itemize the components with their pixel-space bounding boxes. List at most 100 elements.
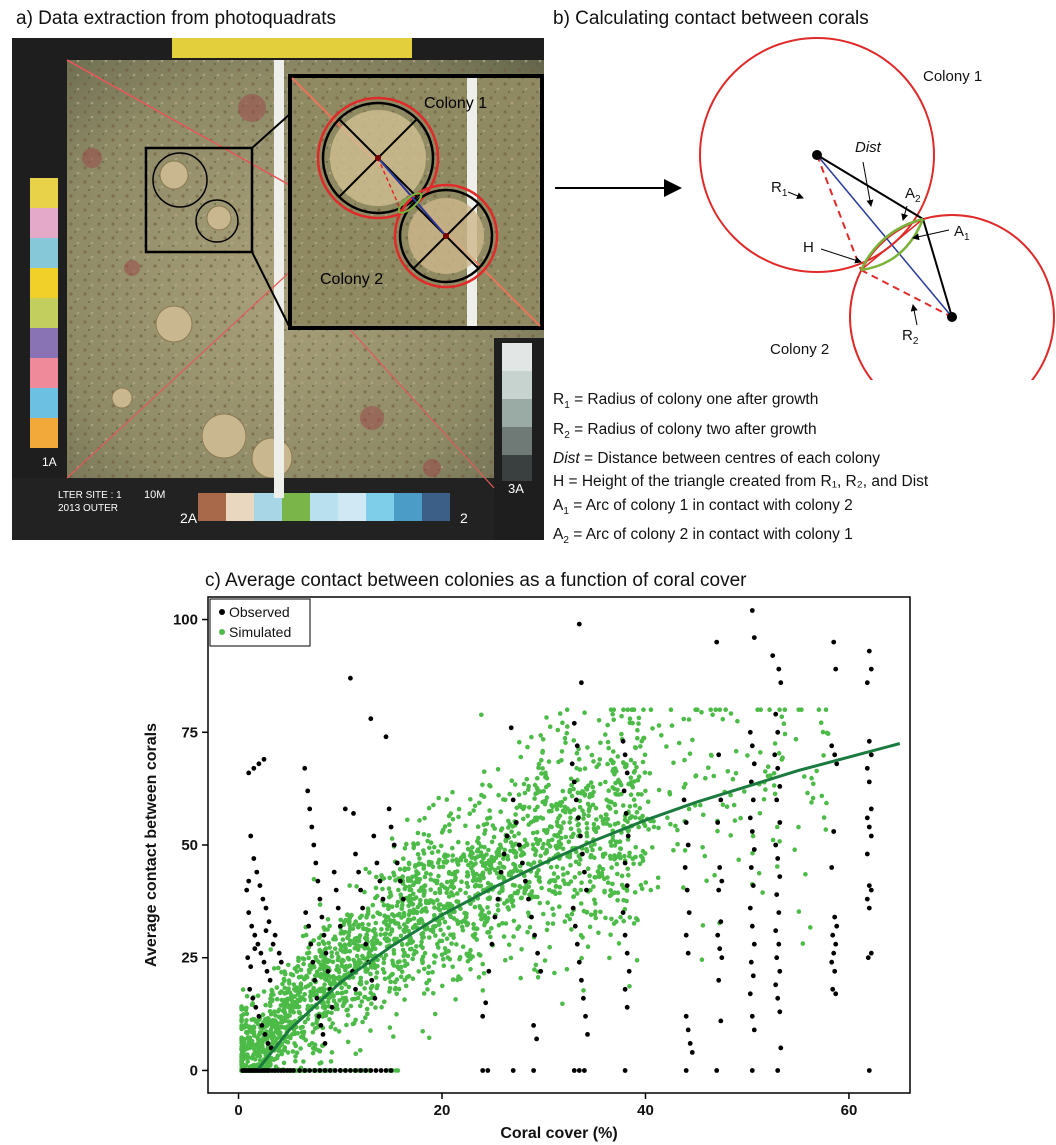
simulated-point: [589, 752, 595, 758]
simulated-point: [448, 932, 453, 937]
observed-point: [624, 950, 630, 956]
simulated-point: [350, 975, 356, 980]
simulated-point: [540, 748, 545, 754]
simulated-point: [509, 778, 515, 783]
inset-colony1: [321, 101, 435, 215]
observed-point: [263, 928, 269, 934]
simulated-point: [446, 925, 451, 930]
simulated-point: [295, 964, 300, 969]
simulated-point: [260, 1012, 266, 1017]
simulated-point: [294, 969, 300, 974]
simulated-point: [701, 812, 706, 818]
observed-point: [748, 779, 754, 785]
simulated-point: [310, 1050, 316, 1056]
simulated-point: [659, 733, 664, 738]
simulated-point: [646, 827, 651, 832]
observed-point: [353, 1068, 358, 1073]
simulated-point: [627, 984, 632, 989]
simulated-point: [432, 913, 437, 918]
simulated-point: [249, 1002, 255, 1008]
simulated-point: [382, 913, 387, 918]
simulated-point: [521, 781, 527, 787]
simulated-point: [414, 869, 419, 874]
simulated-point: [736, 857, 741, 863]
observed-point: [829, 959, 835, 965]
simulated-point: [571, 786, 576, 792]
simulated-point: [391, 1034, 396, 1039]
simulated-point: [306, 945, 311, 950]
simulated-point: [526, 884, 531, 890]
simulated-point: [325, 1009, 331, 1015]
simulated-point: [326, 940, 331, 946]
simulated-point: [382, 931, 388, 937]
simulated-point: [724, 804, 730, 809]
simulated-point: [276, 1048, 282, 1054]
simulated-point: [414, 949, 419, 955]
simulated-point: [501, 865, 507, 870]
x-tick-label: 40: [637, 1102, 654, 1119]
simulated-point: [453, 997, 458, 1002]
simulated-point: [482, 863, 488, 869]
simulated-point: [580, 935, 585, 940]
simulated-point: [632, 745, 638, 750]
simulated-point: [609, 865, 614, 870]
dist-line: [816, 154, 953, 318]
simulated-point: [454, 857, 459, 862]
simulated-point: [325, 917, 331, 922]
color-chart-left: [30, 178, 58, 448]
observed-point: [584, 887, 589, 893]
simulated-point: [239, 1016, 244, 1022]
simulated-point: [609, 916, 614, 922]
observed-point: [397, 878, 403, 884]
simulated-point: [731, 802, 737, 808]
simulated-point: [399, 941, 405, 947]
simulated-point: [442, 905, 448, 910]
simulated-point: [529, 889, 535, 894]
simulated-point: [476, 883, 481, 889]
simulated-point: [489, 926, 494, 931]
simulated-point: [445, 886, 450, 892]
simulated-point: [525, 744, 530, 750]
r1-line: [816, 154, 862, 271]
simulated-point: [515, 889, 521, 894]
observed-point: [574, 941, 580, 947]
observed-point: [573, 797, 579, 803]
observed-point: [716, 752, 722, 758]
observed-point: [581, 995, 586, 1001]
simulated-point: [555, 875, 561, 880]
simulated-point: [497, 861, 503, 866]
observed-point: [251, 856, 257, 861]
simulated-point: [362, 946, 367, 951]
simulated-point: [413, 873, 419, 878]
simulated-point: [494, 870, 500, 876]
simulated-point: [416, 861, 422, 866]
simulated-point: [432, 844, 437, 850]
observed-point: [686, 910, 692, 915]
simulated-point: [442, 824, 448, 829]
observed-point: [253, 1004, 259, 1010]
simulated-point: [330, 974, 335, 980]
observed-point: [388, 1068, 394, 1073]
simulated-point: [582, 710, 587, 715]
simulated-point: [422, 815, 427, 821]
simulated-point: [396, 966, 402, 972]
observed-point: [868, 950, 874, 956]
simulated-point: [481, 822, 487, 828]
simulated-point: [761, 797, 767, 802]
simulated-point: [775, 824, 780, 830]
simulated-point: [451, 935, 456, 940]
simulated-point: [239, 1049, 245, 1055]
simulated-point: [811, 781, 816, 787]
simulated-point: [260, 1044, 265, 1050]
simulated-point: [656, 787, 662, 793]
simulated-point: [322, 927, 327, 932]
simulated-point: [656, 825, 661, 831]
simulated-point: [671, 848, 676, 853]
simulated-point: [608, 799, 614, 805]
simulated-point: [584, 833, 590, 839]
simulated-point: [280, 1008, 286, 1014]
simulated-point: [426, 978, 432, 983]
simulated-point: [452, 877, 458, 883]
simulated-point: [777, 707, 782, 712]
simulated-point: [710, 712, 715, 717]
